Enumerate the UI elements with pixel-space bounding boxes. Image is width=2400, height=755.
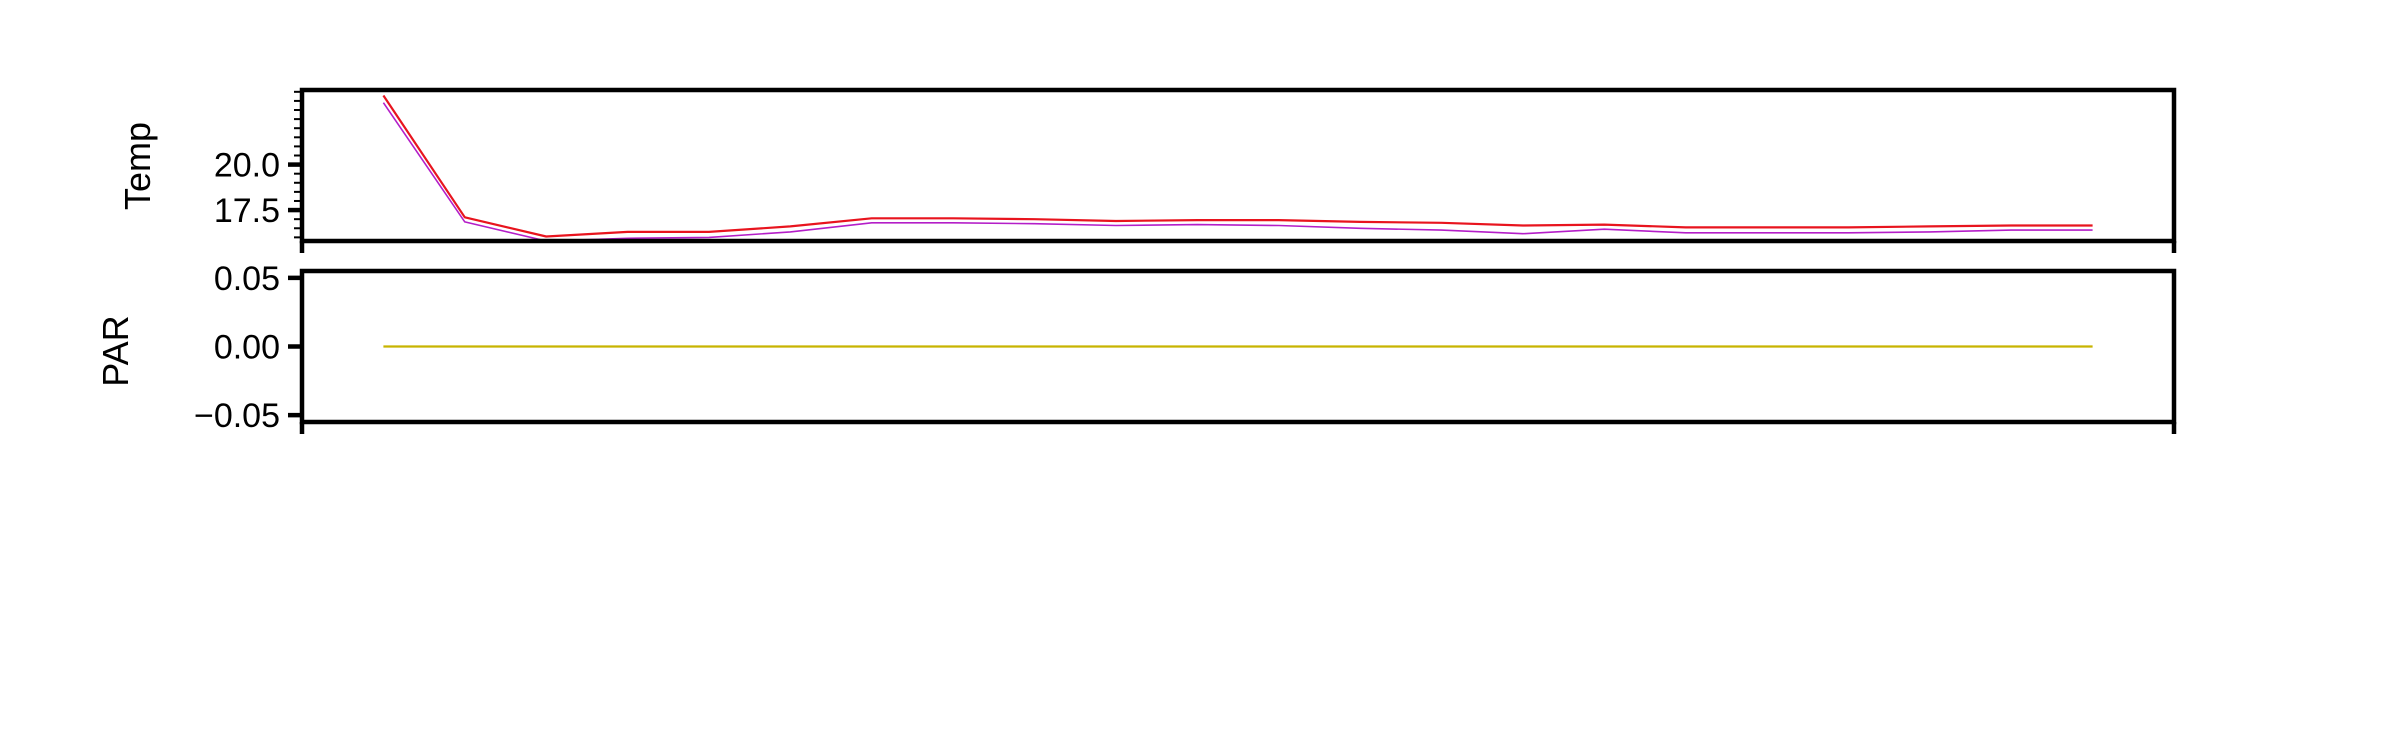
y-tick-label: 0.00	[214, 329, 280, 367]
y-tick-label: −0.05	[194, 397, 280, 435]
y-tick-label: 0.05	[214, 260, 280, 298]
y-tick-label: 17.5	[214, 192, 280, 230]
series-line-1-2	[382, 102, 2093, 242]
plot-frame	[299, 268, 2177, 425]
plot-frame	[299, 87, 2177, 244]
y-axis-label: Temp	[117, 122, 158, 210]
y-axis-label: PAR	[95, 315, 136, 386]
series-line-1-1	[382, 94, 2093, 238]
y-tick-label: 20.0	[214, 147, 280, 185]
